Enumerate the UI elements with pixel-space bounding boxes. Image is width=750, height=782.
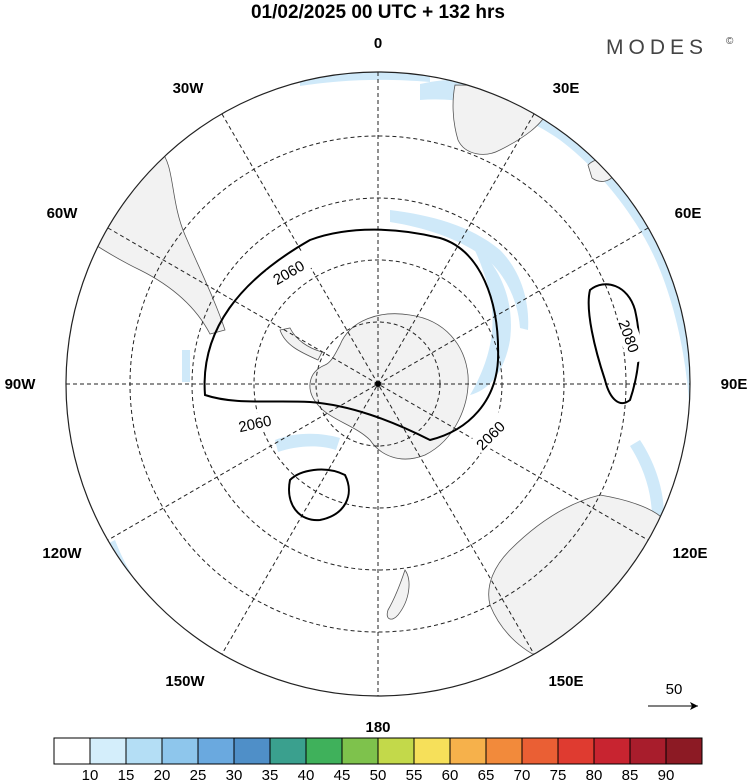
colorbar-tick-label: 15 <box>118 767 135 782</box>
colorbar-swatch <box>521 737 559 765</box>
lon-label-60w: 60W <box>47 205 79 222</box>
colorbar-swatch <box>233 737 271 765</box>
height-contours <box>203 228 641 522</box>
contour-label-2060-b: 2060 <box>237 413 273 437</box>
colorbar-tick-label: 40 <box>298 767 315 782</box>
lon-label-0: 0 <box>374 35 382 52</box>
brand-name: MODES <box>606 36 708 59</box>
brand-mark: © <box>726 36 734 47</box>
colorbar-tick-label: 20 <box>154 767 171 782</box>
colorbar-swatch <box>197 737 235 765</box>
colorbar-tick-label: 85 <box>622 767 639 782</box>
colorbar-swatch <box>53 737 91 765</box>
lon-label-90e: 90E <box>721 376 748 393</box>
colorbar-swatch <box>593 737 631 765</box>
colorbar-swatch <box>89 737 127 765</box>
modes-logo: MODES © <box>606 36 734 59</box>
colorbar-tick-label: 30 <box>226 767 243 782</box>
colorbar-swatch <box>305 737 343 765</box>
lon-label-120w: 120W <box>42 545 82 562</box>
contour-2080-closed <box>587 283 641 405</box>
antarctic-peninsula <box>279 327 323 361</box>
contour-2060-main <box>203 228 500 442</box>
colorbar-tick-label: 90 <box>658 767 675 782</box>
colorbar-tick-label: 65 <box>478 767 495 782</box>
lon-label-150e: 150E <box>548 673 583 690</box>
colorbar: 10 15 20 25 30 35 40 45 50 55 60 65 70 75 80 85 90 <box>53 737 703 782</box>
new-zealand <box>386 569 410 620</box>
colorbar-tick-label: 75 <box>550 767 567 782</box>
arrow-head-icon <box>690 702 698 710</box>
colorbar-tick-label: 55 <box>406 767 423 782</box>
colorbar-tick-label: 70 <box>514 767 531 782</box>
map-title: 01/02/2025 00 UTC + 132 hrs <box>251 2 505 23</box>
colorbar-swatch <box>161 737 199 765</box>
colorbar-tick-label: 45 <box>334 767 351 782</box>
colorbar-tick-label: 35 <box>262 767 279 782</box>
colorbar-tick-label: 25 <box>190 767 207 782</box>
colorbar-swatch <box>449 737 487 765</box>
colorbar-swatch <box>629 737 667 765</box>
reference-vector: 50 <box>648 681 698 710</box>
lon-label-180: 180 <box>365 719 390 736</box>
colorbar-swatch <box>341 737 379 765</box>
lon-label-150w: 150W <box>165 673 205 690</box>
lon-label-90w: 90W <box>5 376 37 393</box>
longitude-labels: 0 30E 60E 90E 120E 150E 180 150W 120W 90… <box>5 35 748 736</box>
lon-label-60e: 60E <box>675 205 702 222</box>
colorbar-tick-label: 80 <box>586 767 603 782</box>
colorbar-swatch <box>665 737 703 765</box>
colorbar-swatch <box>485 737 523 765</box>
antarctica <box>309 313 469 460</box>
madagascar <box>587 159 616 182</box>
colorbar-swatch <box>413 737 451 765</box>
colorbar-swatch <box>377 737 415 765</box>
colorbar-tick-label: 60 <box>442 767 459 782</box>
colorbar-swatch <box>269 737 307 765</box>
lon-label-30e: 30E <box>553 80 580 97</box>
lon-label-30w: 30W <box>173 80 205 97</box>
south-pole-marker <box>375 381 381 387</box>
reference-vector-label: 50 <box>666 681 683 698</box>
colorbar-swatch <box>557 737 595 765</box>
contour-2060-closed <box>288 468 350 522</box>
colorbar-tick-label: 50 <box>370 767 387 782</box>
map-border <box>65 71 691 697</box>
colorbar-tick-label: 10 <box>82 767 99 782</box>
lon-label-120e: 120E <box>672 545 707 562</box>
colorbar-swatch <box>125 737 163 765</box>
